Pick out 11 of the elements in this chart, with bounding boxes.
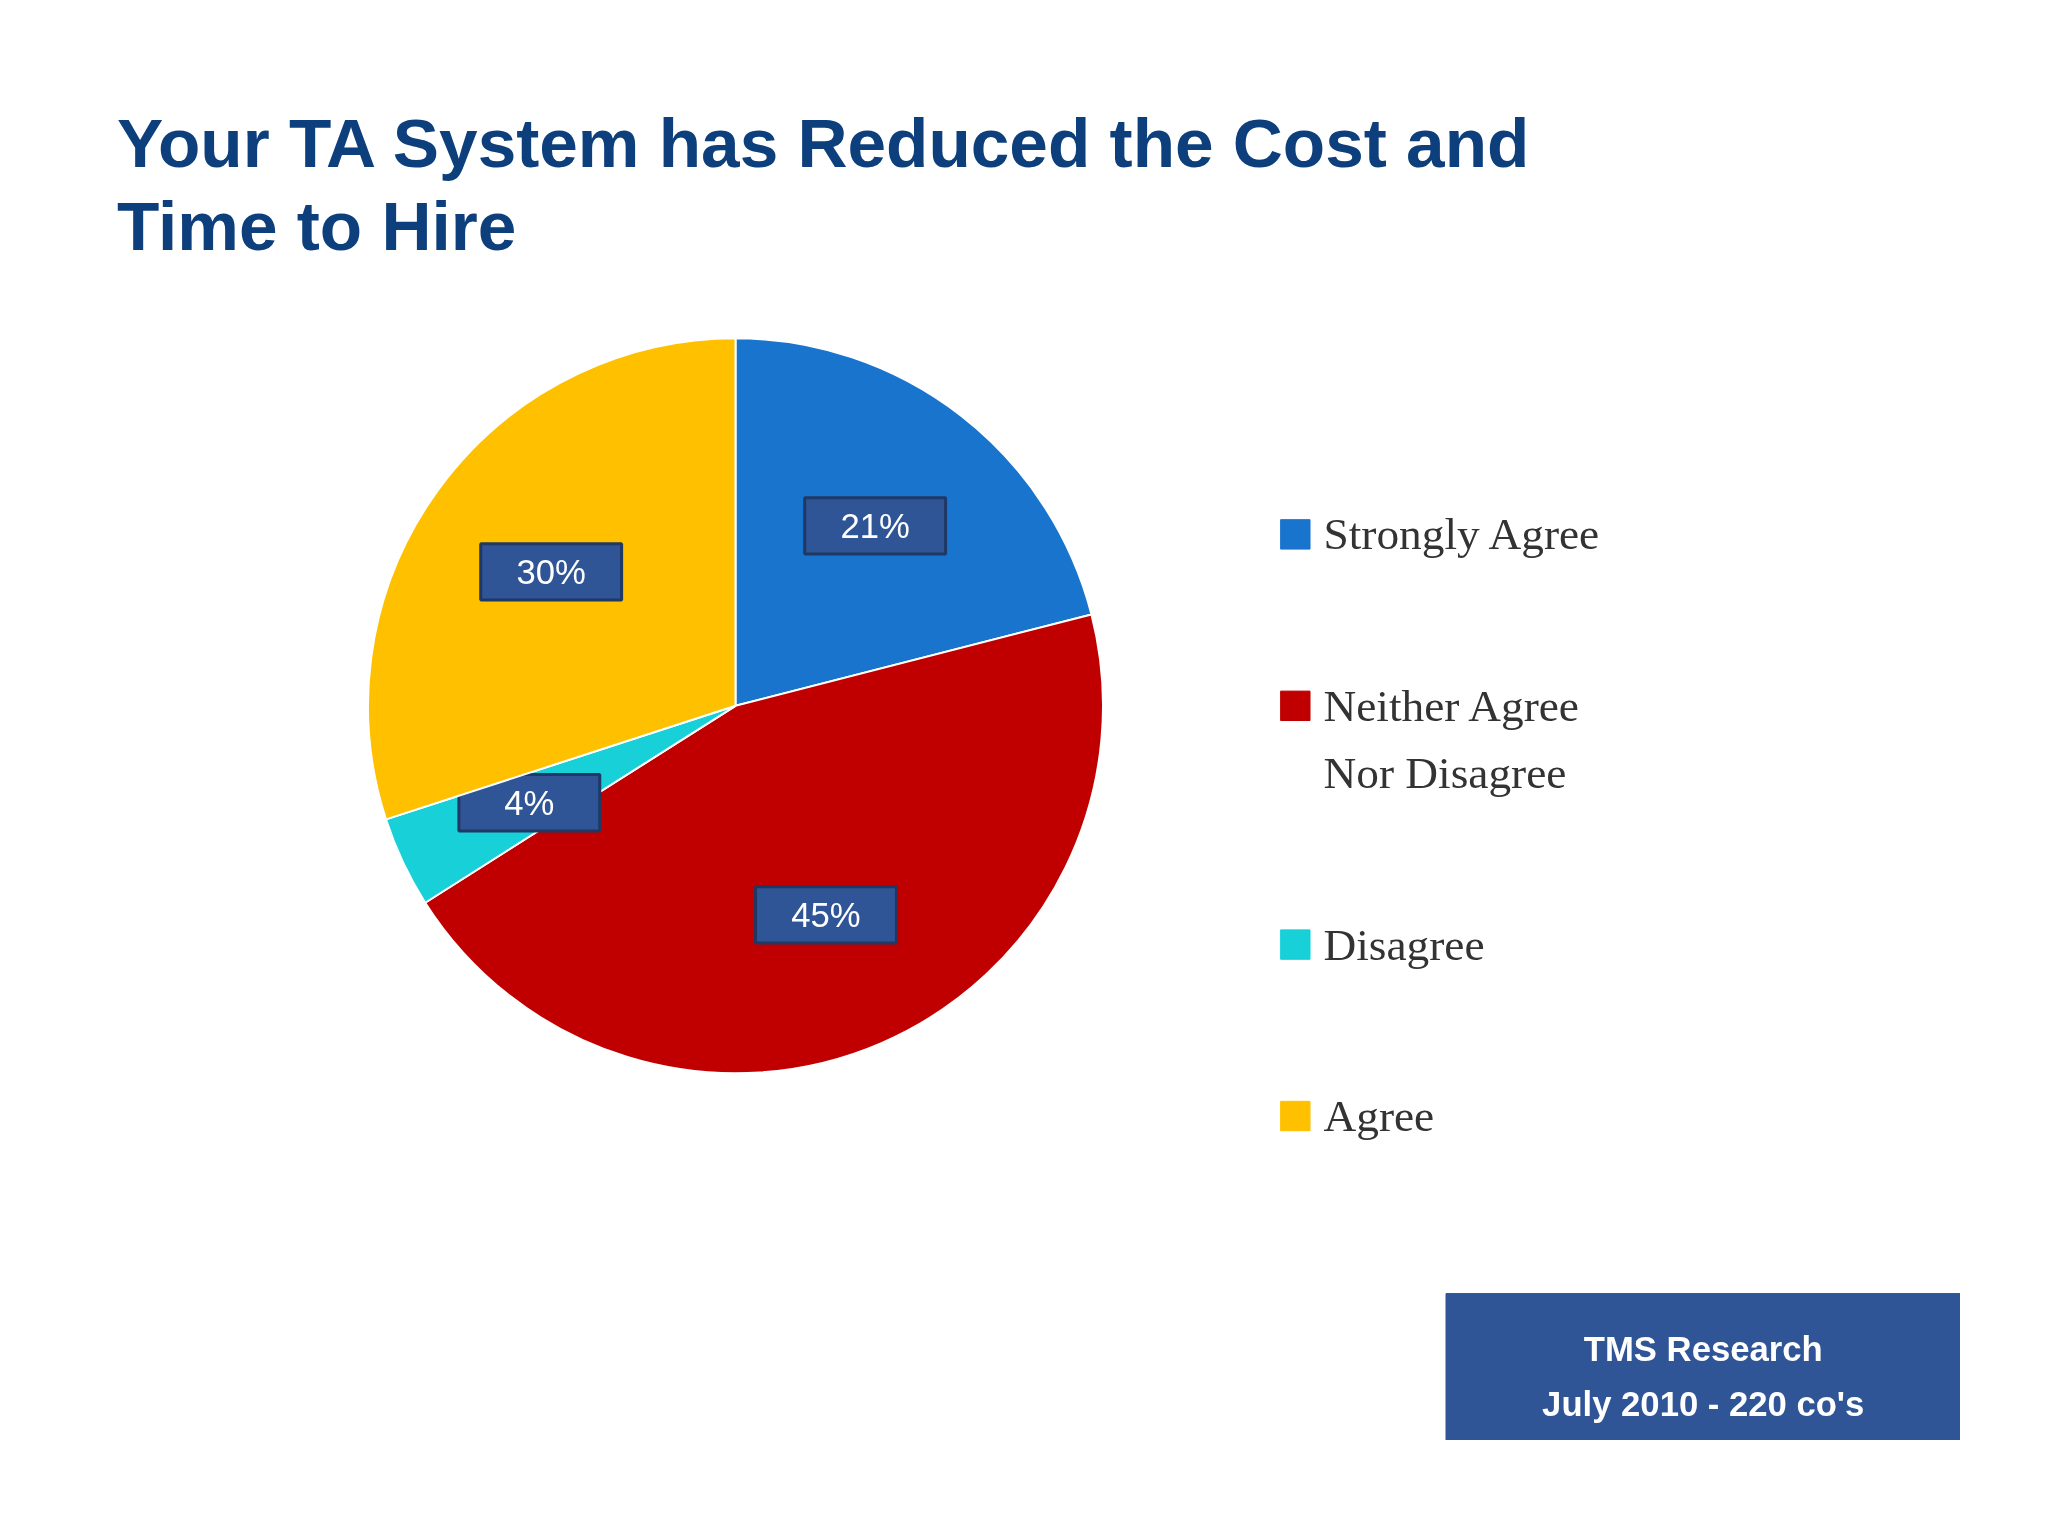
data-label: 21% — [840, 506, 910, 545]
data-label: 45% — [791, 895, 861, 934]
legend-label: Strongly Agree — [1323, 509, 1600, 560]
legend-label: Disagree — [1323, 919, 1485, 970]
text: July 2010 - 220 co's — [1542, 1384, 1865, 1423]
chart-title: Your TA System has Reduced the Cost and Time to Hire — [116, 103, 1530, 265]
legend-label: Neither Agree Nor Disagree — [1323, 680, 1579, 799]
legend-label: Agree — [1323, 1091, 1435, 1142]
data-label: 30% — [516, 552, 586, 591]
text: TMS Research — [1583, 1329, 1823, 1368]
data-label: 4% — [504, 783, 555, 822]
